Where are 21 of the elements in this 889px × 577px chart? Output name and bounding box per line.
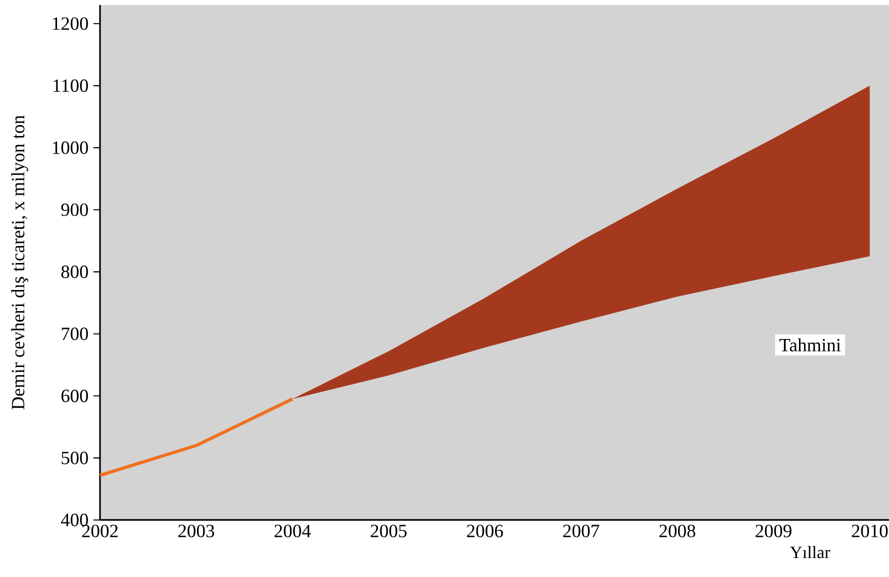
y-tick-label: 800: [61, 265, 88, 278]
y-tick-label: 900: [61, 203, 88, 216]
y-axis-title: Demir cevheri dış ticareti, x milyon ton: [11, 115, 28, 410]
y-tick-label: 400: [61, 514, 88, 526]
x-axis-title: Yıllar: [790, 546, 830, 558]
y-tick-label: 1000: [52, 141, 88, 154]
x-tick-label: 2002: [82, 524, 118, 538]
x-tick-label: 2006: [467, 524, 503, 538]
y-tick-label: 1200: [52, 17, 88, 30]
annotation: Tahmini: [779, 338, 841, 352]
x-tick-label: 2003: [178, 524, 214, 538]
x-tick-label: 2010: [852, 524, 888, 538]
x-tick-label: 2004: [274, 524, 311, 538]
y-tick-label: 500: [62, 452, 88, 464]
x-tick-label: 2007: [563, 524, 600, 538]
x-tick-label: 2005: [370, 524, 407, 538]
y-tick-label: 600: [61, 390, 88, 402]
x-tick-label: 2008: [659, 524, 696, 538]
y-tick-label: 700: [62, 328, 88, 340]
y-tick-label: 1100: [54, 79, 88, 92]
x-tick-label: 2009: [756, 524, 792, 538]
